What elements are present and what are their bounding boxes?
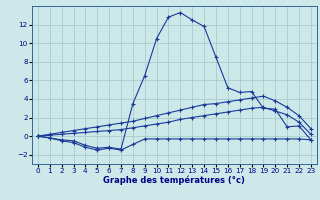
X-axis label: Graphe des températures (°c): Graphe des températures (°c) (103, 176, 245, 185)
